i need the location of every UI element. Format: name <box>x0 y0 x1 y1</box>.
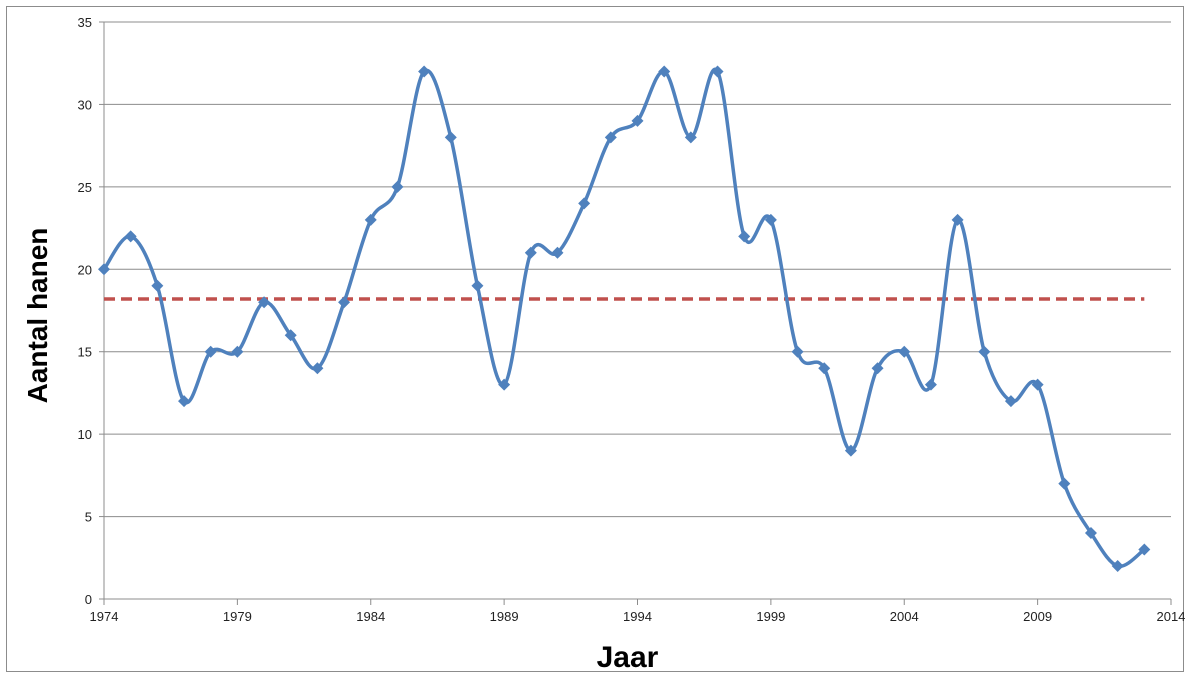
data-point-marker <box>578 197 591 210</box>
x-tick-label: 2004 <box>890 609 919 624</box>
data-point-marker <box>951 213 964 226</box>
data-point-marker <box>524 246 537 259</box>
x-tick-label: 1994 <box>623 609 652 624</box>
data-point-marker <box>978 345 991 358</box>
y-axis-title: Aantal hanen <box>22 228 53 404</box>
series-layer <box>98 65 1151 573</box>
y-tick-label: 30 <box>78 97 92 112</box>
data-point-marker <box>1031 378 1044 391</box>
y-tick-label: 5 <box>85 510 92 525</box>
data-point-marker <box>711 65 724 78</box>
y-tick-label: 35 <box>78 15 92 30</box>
chart-frame: 0 5 10 15 20 25 30 35 1974 1979 1984 1989 1994 1999 2… <box>6 6 1185 673</box>
x-tick-label: 1984 <box>356 609 385 624</box>
x-axis-title: Jaar <box>597 641 659 673</box>
data-point-marker <box>898 345 911 358</box>
y-tick-label: 0 <box>85 592 92 607</box>
y-tick-labels: 0 5 10 15 20 25 30 35 <box>78 15 92 607</box>
data-point-marker <box>498 378 511 391</box>
data-point-marker <box>1138 543 1151 556</box>
y-tick-label: 20 <box>78 262 92 277</box>
data-point-marker <box>391 180 404 193</box>
data-point-marker <box>231 345 244 358</box>
x-tick-label: 1999 <box>756 609 785 624</box>
data-point-marker <box>604 131 617 144</box>
data-point-marker <box>1111 560 1124 573</box>
data-point-marker <box>151 279 164 292</box>
data-point-marker <box>791 345 804 358</box>
y-tick-label: 15 <box>78 345 92 360</box>
data-point-marker <box>738 230 751 243</box>
data-point-marker <box>844 444 857 457</box>
x-tick-label: 2014 <box>1157 609 1185 624</box>
series-line <box>102 67 1146 568</box>
data-point-marker <box>258 296 271 309</box>
data-point-marker <box>444 131 457 144</box>
line-chart: 0 5 10 15 20 25 30 35 1974 1979 1984 1989 1994 1999 2… <box>22 15 1185 673</box>
data-point-marker <box>818 362 831 375</box>
data-point-marker <box>1084 527 1097 540</box>
x-tick-label: 1979 <box>223 609 252 624</box>
gridlines <box>104 21 1171 518</box>
data-point-marker <box>764 213 777 226</box>
data-point-marker <box>684 131 697 144</box>
x-tick-label: 2009 <box>1023 609 1052 624</box>
data-point-marker <box>364 213 377 226</box>
data-point-marker <box>871 362 884 375</box>
data-point-marker <box>418 65 431 78</box>
data-point-marker <box>98 263 110 276</box>
x-tick-label: 1974 <box>90 609 119 624</box>
y-tick-label: 10 <box>78 427 92 442</box>
data-point-marker <box>658 65 671 78</box>
data-point-marker <box>1004 395 1017 408</box>
data-point-marker <box>284 329 297 342</box>
data-point-marker <box>311 362 324 375</box>
data-point-marker <box>924 378 937 391</box>
data-point-marker <box>338 296 351 309</box>
data-point-marker <box>178 395 191 408</box>
data-point-marker <box>471 279 484 292</box>
data-point-marker <box>1058 477 1071 490</box>
data-point-marker <box>551 246 564 259</box>
data-point-marker <box>124 230 137 243</box>
y-tick-label: 25 <box>78 180 92 195</box>
data-point-marker <box>631 114 644 127</box>
data-point-marker <box>204 345 217 358</box>
x-tick-label: 1989 <box>490 609 519 624</box>
axes <box>99 21 1172 605</box>
x-tick-labels: 1974 1979 1984 1989 1994 1999 2004 2009 2014 <box>90 609 1185 624</box>
